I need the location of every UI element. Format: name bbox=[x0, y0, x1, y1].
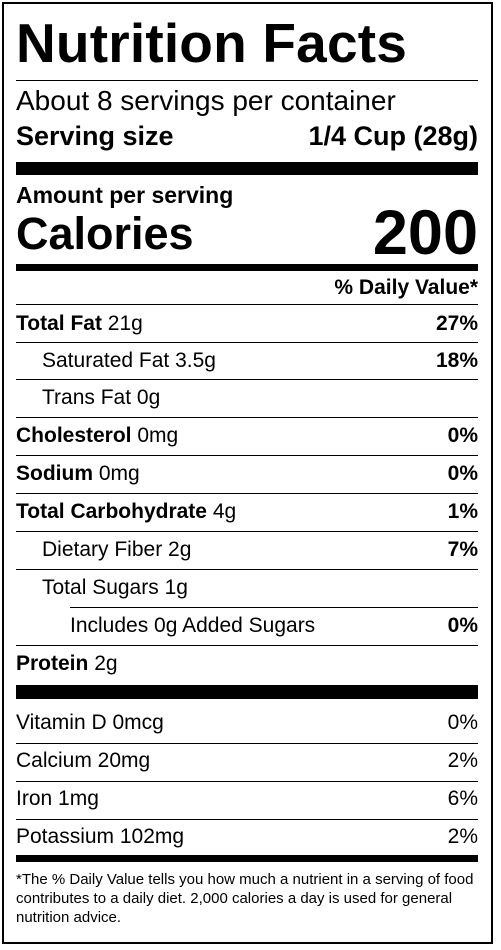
serving-size-label: Serving size bbox=[16, 121, 174, 151]
nutrient-name: Total Fat bbox=[16, 312, 102, 335]
vitamin-row-potassium: Potassium 102mg 2% bbox=[16, 819, 478, 855]
nutrient-row-sodium: Sodium 0mg 0% bbox=[16, 456, 478, 492]
nutrient-amount: 0g bbox=[136, 386, 161, 409]
nutrition-label: Nutrition Facts About 8 servings per con… bbox=[2, 2, 493, 944]
daily-value-footnote: *The % Daily Value tells you how much a … bbox=[16, 871, 474, 926]
nutrient-dv: 27% bbox=[435, 312, 478, 335]
divider bbox=[70, 607, 478, 608]
vitamin-name: Calcium 20mg bbox=[16, 749, 151, 772]
nutrient-name: Cholesterol bbox=[16, 424, 132, 447]
nutrient-row-cholesterol: Cholesterol 0mg 0% bbox=[16, 418, 478, 454]
nutrient-amount: 0mg bbox=[137, 424, 179, 447]
nutrient-row-trans-fat: Trans Fat 0g bbox=[16, 380, 478, 416]
nutrient-amount: 21g bbox=[107, 312, 143, 335]
nutrient-name: Includes 0g Added Sugars bbox=[70, 614, 316, 637]
vitamin-row-calcium: Calcium 20mg 2% bbox=[16, 743, 478, 779]
nutrient-row-protein: Protein 2g bbox=[16, 646, 478, 682]
nutrient-dv: 0% bbox=[447, 614, 478, 637]
vitamin-dv: 2% bbox=[447, 825, 478, 848]
nutrient-row-dietary-fiber: Dietary Fiber 2g 7% bbox=[16, 532, 478, 568]
nutrient-dv: 0% bbox=[447, 424, 478, 447]
divider bbox=[16, 531, 478, 532]
nutrient-name: Total Sugars bbox=[42, 576, 159, 599]
servings-per-container: About 8 servings per container bbox=[16, 85, 396, 116]
nutrient-amount: 1g bbox=[164, 576, 188, 599]
divider bbox=[16, 379, 478, 380]
daily-value-header: % Daily Value* bbox=[334, 276, 478, 299]
calories-value: 200 bbox=[372, 198, 478, 268]
divider bbox=[16, 342, 478, 343]
amount-per-serving: Amount per serving bbox=[16, 182, 234, 208]
nutrient-amount: 0mg bbox=[98, 462, 140, 485]
medium-divider bbox=[16, 855, 478, 862]
divider bbox=[16, 819, 478, 820]
nutrient-row-added-sugars: Includes 0g Added Sugars 0% bbox=[16, 608, 478, 644]
vitamin-name: Vitamin D 0mcg bbox=[16, 711, 164, 734]
nutrient-row-total-carbohydrate: Total Carbohydrate 4g 1% bbox=[16, 494, 478, 530]
nutrient-amount: 2g bbox=[94, 652, 118, 675]
divider bbox=[16, 569, 478, 570]
nutrient-amount: 3.5g bbox=[175, 349, 216, 372]
serving-size-row: Serving size 1/4 Cup (28g) bbox=[16, 118, 478, 154]
calories-label: Calories bbox=[16, 208, 194, 259]
vitamin-dv: 0% bbox=[447, 711, 478, 734]
nutrient-row-total-fat: Total Fat 21g 27% bbox=[16, 306, 478, 342]
label-title: Nutrition Facts bbox=[16, 12, 408, 74]
nutrient-dv: 18% bbox=[435, 349, 478, 372]
nutrient-amount: 4g bbox=[212, 500, 237, 523]
vitamin-row-iron: Iron 1mg 6% bbox=[16, 781, 478, 817]
divider bbox=[16, 80, 478, 81]
divider bbox=[16, 417, 478, 418]
divider bbox=[16, 493, 478, 494]
vitamin-row-vitamin-d: Vitamin D 0mcg 0% bbox=[16, 705, 478, 741]
divider bbox=[16, 455, 478, 456]
medium-divider bbox=[16, 264, 478, 271]
nutrient-dv: 0% bbox=[447, 462, 478, 485]
serving-size-value: 1/4 Cup (28g) bbox=[308, 121, 478, 151]
vitamin-dv: 6% bbox=[447, 787, 478, 810]
divider bbox=[16, 781, 478, 782]
nutrient-name: Trans Fat bbox=[42, 386, 132, 409]
divider bbox=[16, 645, 478, 646]
vitamin-name: Potassium 102mg bbox=[16, 825, 185, 848]
nutrient-name: Sodium bbox=[16, 462, 93, 485]
nutrient-dv: 7% bbox=[447, 538, 478, 561]
thick-divider bbox=[16, 685, 478, 699]
vitamin-name: Iron 1mg bbox=[16, 787, 99, 810]
nutrient-amount: 2g bbox=[168, 538, 192, 561]
nutrient-row-saturated-fat: Saturated Fat 3.5g 18% bbox=[16, 343, 478, 379]
divider bbox=[16, 743, 478, 744]
nutrient-name: Saturated Fat bbox=[42, 349, 170, 372]
divider bbox=[16, 304, 478, 305]
nutrient-row-total-sugars: Total Sugars 1g bbox=[16, 570, 478, 606]
nutrient-dv: 1% bbox=[447, 500, 478, 523]
thick-divider bbox=[16, 162, 478, 175]
vitamin-dv: 2% bbox=[447, 749, 478, 772]
nutrient-name: Total Carbohydrate bbox=[16, 500, 207, 523]
nutrient-name: Dietary Fiber bbox=[42, 538, 163, 561]
nutrient-name: Protein bbox=[16, 652, 89, 675]
